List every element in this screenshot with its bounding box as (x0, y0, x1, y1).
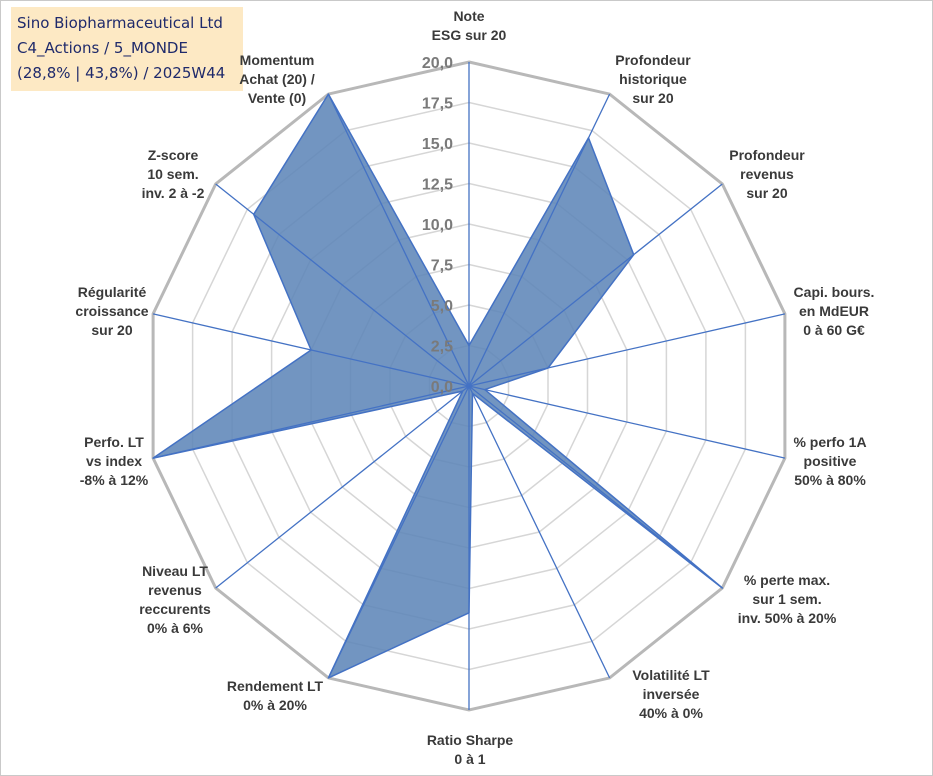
title-stats: (28,8% | 43,8%) / 2025W44 (17, 64, 226, 82)
axis-spoke-10 (215, 385, 470, 589)
title-company: Sino Biopharmaceutical Ltd (17, 14, 223, 32)
tick-label: 0,0 (431, 379, 453, 396)
tick-label: 10,0 (422, 217, 453, 234)
axis-label-6: % perte max. sur 1 sem. inv. 50% à 20% (738, 572, 837, 626)
axis-label-14: Momentum Achat (20) / Vente (0) (239, 52, 315, 106)
axis-spoke-6 (468, 385, 723, 589)
axis-spoke-14 (327, 93, 470, 387)
axis-label-7: Volatilité LT inversée 40% à 0% (632, 667, 710, 721)
tick-label: 2,5 (431, 339, 453, 356)
axis-label-2: Profondeur historique sur 20 (615, 52, 691, 106)
axis-label-4: Capi. bours. en MdEUR 0 à 60 G€ (794, 284, 875, 338)
axis-label-3: Profondeur revenus sur 20 (729, 147, 805, 201)
tick-label: 12,5 (422, 177, 453, 194)
axis-spoke-2 (468, 93, 611, 387)
axis-spoke-3 (468, 183, 723, 387)
axis-label-5: % perfo 1A positive 50% à 80% (793, 434, 866, 488)
axis-label-1: Note ESG sur 20 (432, 8, 507, 43)
axis-spoke-7 (468, 385, 611, 679)
axis-spoke-13 (215, 183, 470, 387)
axis-label-9: Rendement LT 0% à 20% (227, 678, 324, 713)
axis-label-12: Régularité croissance sur 20 (75, 284, 148, 338)
axis-label-8: Ratio Sharpe 0 à 1 (427, 732, 514, 767)
axis-label-13: Z-score 10 sem. inv. 2 à -2 (142, 147, 205, 201)
axis-spoke-12 (152, 313, 470, 387)
tick-label: 7,5 (431, 258, 453, 275)
axis-label-10: Niveau LT revenus reccurents 0% à 6% (139, 563, 211, 636)
tick-label: 5,0 (431, 298, 453, 315)
axis-spoke-11 (152, 385, 470, 459)
axis-spoke-9 (327, 385, 470, 679)
chart-title-box: Sino Biopharmaceutical Ltd C4_Actions / … (11, 7, 243, 91)
axis-label-11: Perfo. LT vs index -8% à 12% (80, 434, 149, 488)
title-category: C4_Actions / 5_MONDE (17, 39, 188, 57)
axis-spoke-4 (468, 313, 786, 387)
axis-spoke-5 (468, 385, 786, 459)
tick-label: 15,0 (422, 136, 453, 153)
tick-label: 17,5 (422, 96, 453, 113)
tick-label: 20,0 (422, 55, 453, 72)
